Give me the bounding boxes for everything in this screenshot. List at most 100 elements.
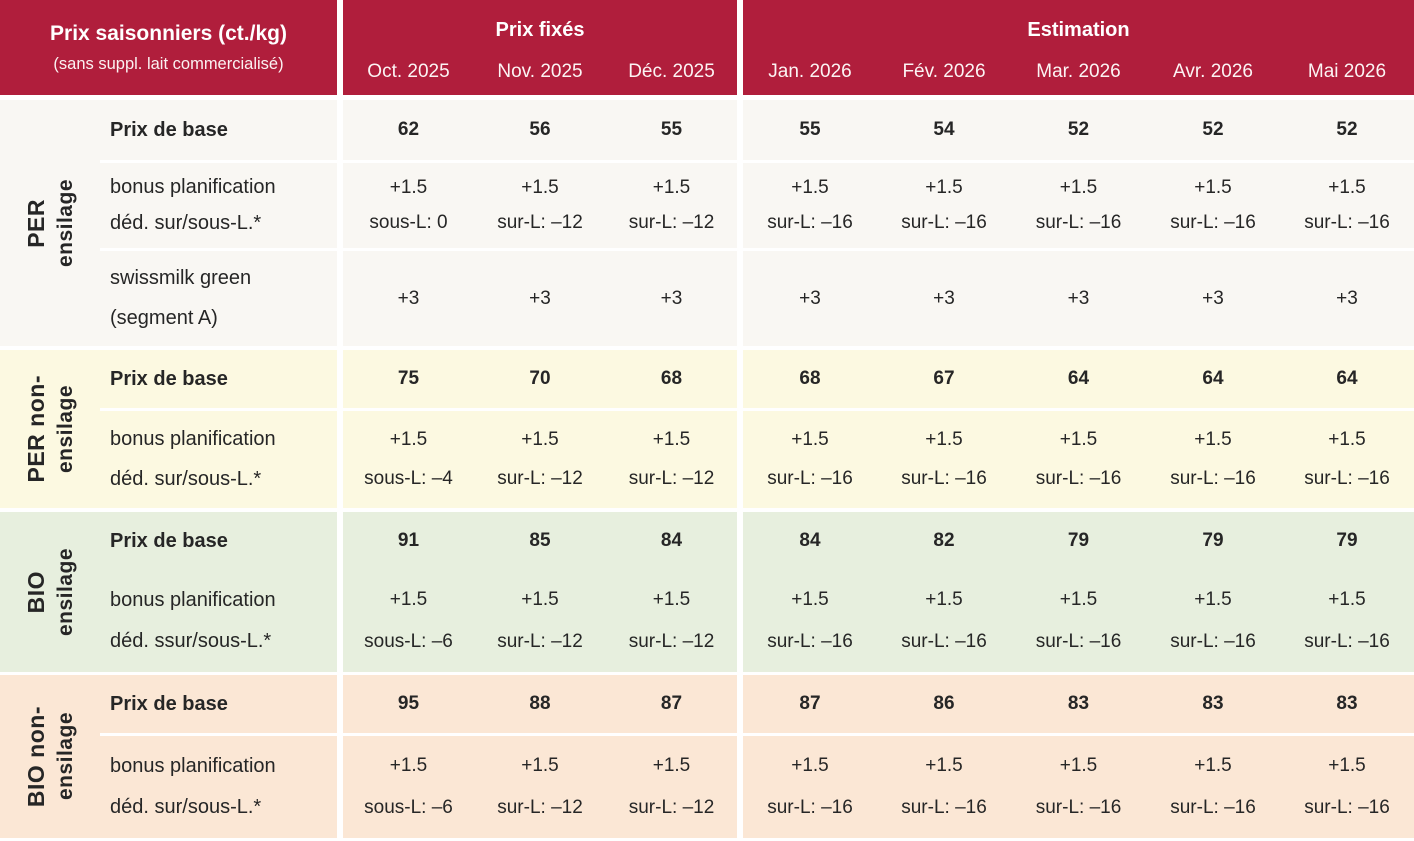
row-label-line2: déd. sur/sous-L.*: [110, 212, 262, 234]
group-label-line2: ensilage: [53, 384, 77, 474]
data-cell: +1.5 sur-L: –16: [1011, 411, 1146, 508]
group-label-line2: ensilage: [53, 178, 77, 268]
data-cell: 68: [606, 350, 737, 408]
row-label-line2: (segment A): [110, 306, 218, 329]
data-cell: +3: [1280, 251, 1414, 346]
column-group-label-estimation: Estimation: [1027, 19, 1130, 41]
data-cell: +1.5 sur-L: –12: [474, 163, 606, 248]
row-label: bonus planification déd. sur/sous-L.*: [100, 163, 337, 248]
data-cell: 83: [1280, 675, 1414, 733]
row-label: Prix de base: [100, 350, 337, 408]
row-label-line2: déd. sur/sous-L.*: [110, 796, 262, 819]
data-cell: +1.5 sur-L: –12: [606, 736, 737, 838]
data-cell: +1.5 sur-L: –12: [606, 163, 737, 248]
row-label: swissmilk green (segment A): [100, 251, 337, 346]
data-cell: +1.5 sur-L: –16: [1011, 163, 1146, 248]
page-subtitle: (sans suppl. lait commercialisé): [53, 54, 284, 73]
column-group-label-fixed: Prix fixés: [495, 19, 585, 41]
month-header-row-estimation: Jan. 2026 Fév. 2026 Mar. 2026 Avr. 2026 …: [743, 44, 1414, 95]
data-cell: 95: [343, 675, 474, 733]
row-label-line2: déd. sur/sous-L.*: [110, 468, 262, 490]
data-cell: +3: [743, 251, 877, 346]
data-cell: +1.5 sur-L: –16: [1280, 736, 1414, 838]
month-header: Nov. 2025: [497, 60, 583, 82]
data-cell: 70: [474, 350, 606, 408]
section-per-ensilage: PER ensilage Prix de base 62 56 55 55 54…: [0, 100, 1414, 346]
group-label-bio-non-ensilage: BIO non- ensilage: [0, 675, 100, 838]
row-label: Prix de base: [100, 512, 337, 570]
group-label-bio-ensilage: BIO ensilage: [0, 512, 100, 672]
group-label-line2: ensilage: [53, 712, 77, 801]
data-cell: +1.5 sur-L: –12: [606, 411, 737, 508]
group-label-line2: ensilage: [53, 547, 77, 637]
data-cell: +3: [474, 251, 606, 346]
data-cell: +1.5 sur-L: –16: [1146, 411, 1280, 508]
data-cell: +3: [877, 251, 1011, 346]
section-per-non-ensilage: PER non- ensilage Prix de base 75 70 68 …: [0, 350, 1414, 508]
data-cell: 83: [1146, 675, 1280, 733]
month-header: Mai 2026: [1307, 60, 1387, 82]
data-cell: 84: [606, 512, 737, 570]
row-label: Prix de base: [100, 675, 337, 733]
group-label-line1: BIO non-: [22, 705, 49, 808]
row-label-line1: bonus planification: [110, 176, 276, 198]
data-cell: +1.5 sous-L: 0: [343, 163, 474, 248]
data-cell: +3: [343, 251, 474, 346]
data-cell: 64: [1146, 350, 1280, 408]
data-cell: +1.5 sur-L: –16: [743, 570, 877, 672]
row-label-line2: déd. ssur/sous-L.*: [110, 630, 272, 653]
data-cell: 79: [1146, 512, 1280, 570]
table-header: Prix saisonniers (ct./kg) (sans suppl. l…: [0, 0, 1414, 95]
data-cell: +1.5 sur-L: –12: [474, 736, 606, 838]
data-cell: +1.5 sur-L: –12: [474, 411, 606, 508]
data-cell: 52: [1146, 100, 1280, 160]
month-header: Avr. 2026: [1173, 60, 1253, 82]
row-label-line1: bonus planification: [110, 754, 276, 777]
data-cell: 67: [877, 350, 1011, 408]
data-cell: +3: [1011, 251, 1146, 346]
data-cell: +1.5 sur-L: –16: [1146, 163, 1280, 248]
data-cell: +1.5 sur-L: –16: [1011, 736, 1146, 838]
data-cell: 54: [877, 100, 1011, 160]
data-cell: 88: [474, 675, 606, 733]
data-cell: +1.5 sur-L: –16: [1146, 736, 1280, 838]
data-cell: +1.5 sur-L: –12: [474, 570, 606, 672]
row-label-line1: bonus planification: [110, 428, 276, 450]
month-header-row-fixed: Oct. 2025 Nov. 2025 Déc. 2025: [343, 44, 737, 95]
data-cell: +1.5 sous-L: –4: [343, 411, 474, 508]
data-cell: 85: [474, 512, 606, 570]
data-cell: 91: [343, 512, 474, 570]
data-cell: +1.5 sur-L: –12: [606, 570, 737, 672]
row-label: bonus planification déd. sur/sous-L.*: [100, 736, 337, 838]
data-cell: 52: [1011, 100, 1146, 160]
group-label-per-ensilage: PER ensilage: [0, 100, 100, 346]
data-cell: 83: [1011, 675, 1146, 733]
data-cell: 55: [743, 100, 877, 160]
month-header: Mar. 2026: [1036, 60, 1121, 82]
data-cell: 68: [743, 350, 877, 408]
data-cell: +1.5 sur-L: –16: [743, 411, 877, 508]
data-cell: +1.5 sur-L: –16: [877, 736, 1011, 838]
data-cell: +1.5 sur-L: –16: [1011, 570, 1146, 672]
title-cell: Prix saisonniers (ct./kg) (sans suppl. l…: [0, 0, 337, 95]
data-cell: +1.5 sur-L: –16: [1280, 570, 1414, 672]
row-label-line1: swissmilk green: [110, 267, 252, 290]
row-label-line1: bonus planification: [110, 588, 276, 611]
data-cell: 87: [606, 675, 737, 733]
data-cell: +1.5 sous-L: –6: [343, 736, 474, 838]
data-cell: 56: [474, 100, 606, 160]
data-cell: 64: [1280, 350, 1414, 408]
section-bio-ensilage: BIO ensilage Prix de base 91 85 84 84 82…: [0, 512, 1414, 672]
data-cell: 62: [343, 100, 474, 160]
data-cell: 52: [1280, 100, 1414, 160]
month-header: Déc. 2025: [628, 60, 715, 82]
data-cell: +3: [1146, 251, 1280, 346]
row-label: bonus planification déd. ssur/sous-L.*: [100, 570, 337, 672]
data-cell: 79: [1011, 512, 1146, 570]
section-bio-non-ensilage: BIO non- ensilage Prix de base 95 88 87 …: [0, 675, 1414, 838]
group-label-line1: PER non-: [22, 375, 49, 483]
row-label: Prix de base: [100, 100, 337, 160]
data-cell: 84: [743, 512, 877, 570]
data-cell: +1.5 sur-L: –16: [877, 570, 1011, 672]
group-label-line1: PER: [22, 198, 49, 248]
